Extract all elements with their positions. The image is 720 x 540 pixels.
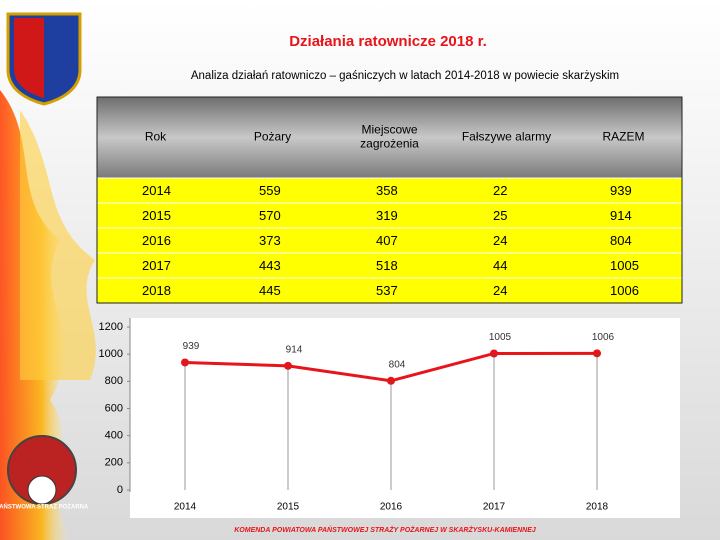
table-cell: 939 bbox=[610, 183, 632, 198]
x-tick-label: 2018 bbox=[586, 502, 609, 513]
table-cell: 25 bbox=[493, 208, 507, 223]
table-cell: 914 bbox=[610, 208, 632, 223]
column-header: Miejscowe zagrożenia bbox=[360, 123, 419, 151]
badge-text: PAŃSTWOWA STRAŻ POŻARNA bbox=[0, 503, 89, 511]
x-tick-label: 2017 bbox=[483, 502, 506, 513]
table-cell: 1005 bbox=[610, 258, 639, 273]
column-header: Pożary bbox=[254, 130, 291, 144]
table-cell: 537 bbox=[376, 283, 398, 298]
table-cell: 518 bbox=[376, 258, 398, 273]
y-tick-label: 800 bbox=[105, 375, 123, 387]
plot-area bbox=[130, 318, 680, 518]
table-cell: 445 bbox=[259, 283, 281, 298]
y-tick-label: 0 bbox=[117, 484, 123, 496]
table-cell: 2016 bbox=[142, 233, 171, 248]
x-tick-label: 2014 bbox=[174, 502, 197, 513]
coat-of-arms-half bbox=[14, 18, 44, 98]
table-cell: 2015 bbox=[142, 208, 171, 223]
data-label: 804 bbox=[389, 359, 406, 370]
x-tick-label: 2016 bbox=[380, 502, 403, 513]
data-label: 914 bbox=[286, 344, 303, 355]
y-tick-label: 400 bbox=[105, 430, 123, 442]
table-cell: 358 bbox=[376, 183, 398, 198]
table-cell: 24 bbox=[493, 283, 507, 298]
column-header: Fałszywe alarmy bbox=[462, 130, 551, 144]
table-cell: 2014 bbox=[142, 183, 171, 198]
table-cell: 44 bbox=[493, 258, 507, 273]
column-header-line: Miejscowe bbox=[361, 123, 417, 137]
column-header: RAZEM bbox=[603, 130, 645, 144]
y-tick-label: 1200 bbox=[99, 321, 123, 333]
table-cell: 2018 bbox=[142, 283, 171, 298]
table-cell: 570 bbox=[259, 208, 281, 223]
y-tick-label: 600 bbox=[105, 402, 123, 414]
table-cell: 2017 bbox=[142, 258, 171, 273]
flames bbox=[20, 110, 96, 380]
table-cell: 373 bbox=[259, 233, 281, 248]
table-cell: 559 bbox=[259, 183, 281, 198]
table-cell: 22 bbox=[493, 183, 507, 198]
data-label: 939 bbox=[183, 341, 200, 352]
table-cell: 24 bbox=[493, 233, 507, 248]
table-header-bg bbox=[97, 97, 682, 178]
table-cell: 443 bbox=[259, 258, 281, 273]
badge-emblem-center bbox=[27, 475, 57, 505]
y-tick-label: 1000 bbox=[99, 348, 123, 360]
data-label: 1005 bbox=[489, 332, 512, 343]
table-cell: 407 bbox=[376, 233, 398, 248]
table-cell: 804 bbox=[610, 233, 632, 248]
title: Działania ratownicze 2018 r. bbox=[289, 33, 487, 50]
subtitle: Analiza działań ratowniczo – gaśniczych … bbox=[191, 70, 619, 82]
data-label: 1006 bbox=[592, 332, 615, 343]
footer: KOMENDA POWIATOWA PAŃSTWOWEJ STRAŻY POŻA… bbox=[234, 525, 537, 534]
column-header: Rok bbox=[145, 130, 167, 144]
table-cell: 1006 bbox=[610, 283, 639, 298]
table-border bbox=[96, 96, 683, 304]
y-tick-label: 200 bbox=[105, 457, 123, 469]
x-tick-label: 2015 bbox=[277, 502, 300, 513]
column-header-line: zagrożenia bbox=[360, 137, 419, 151]
table-cell: 319 bbox=[376, 208, 398, 223]
